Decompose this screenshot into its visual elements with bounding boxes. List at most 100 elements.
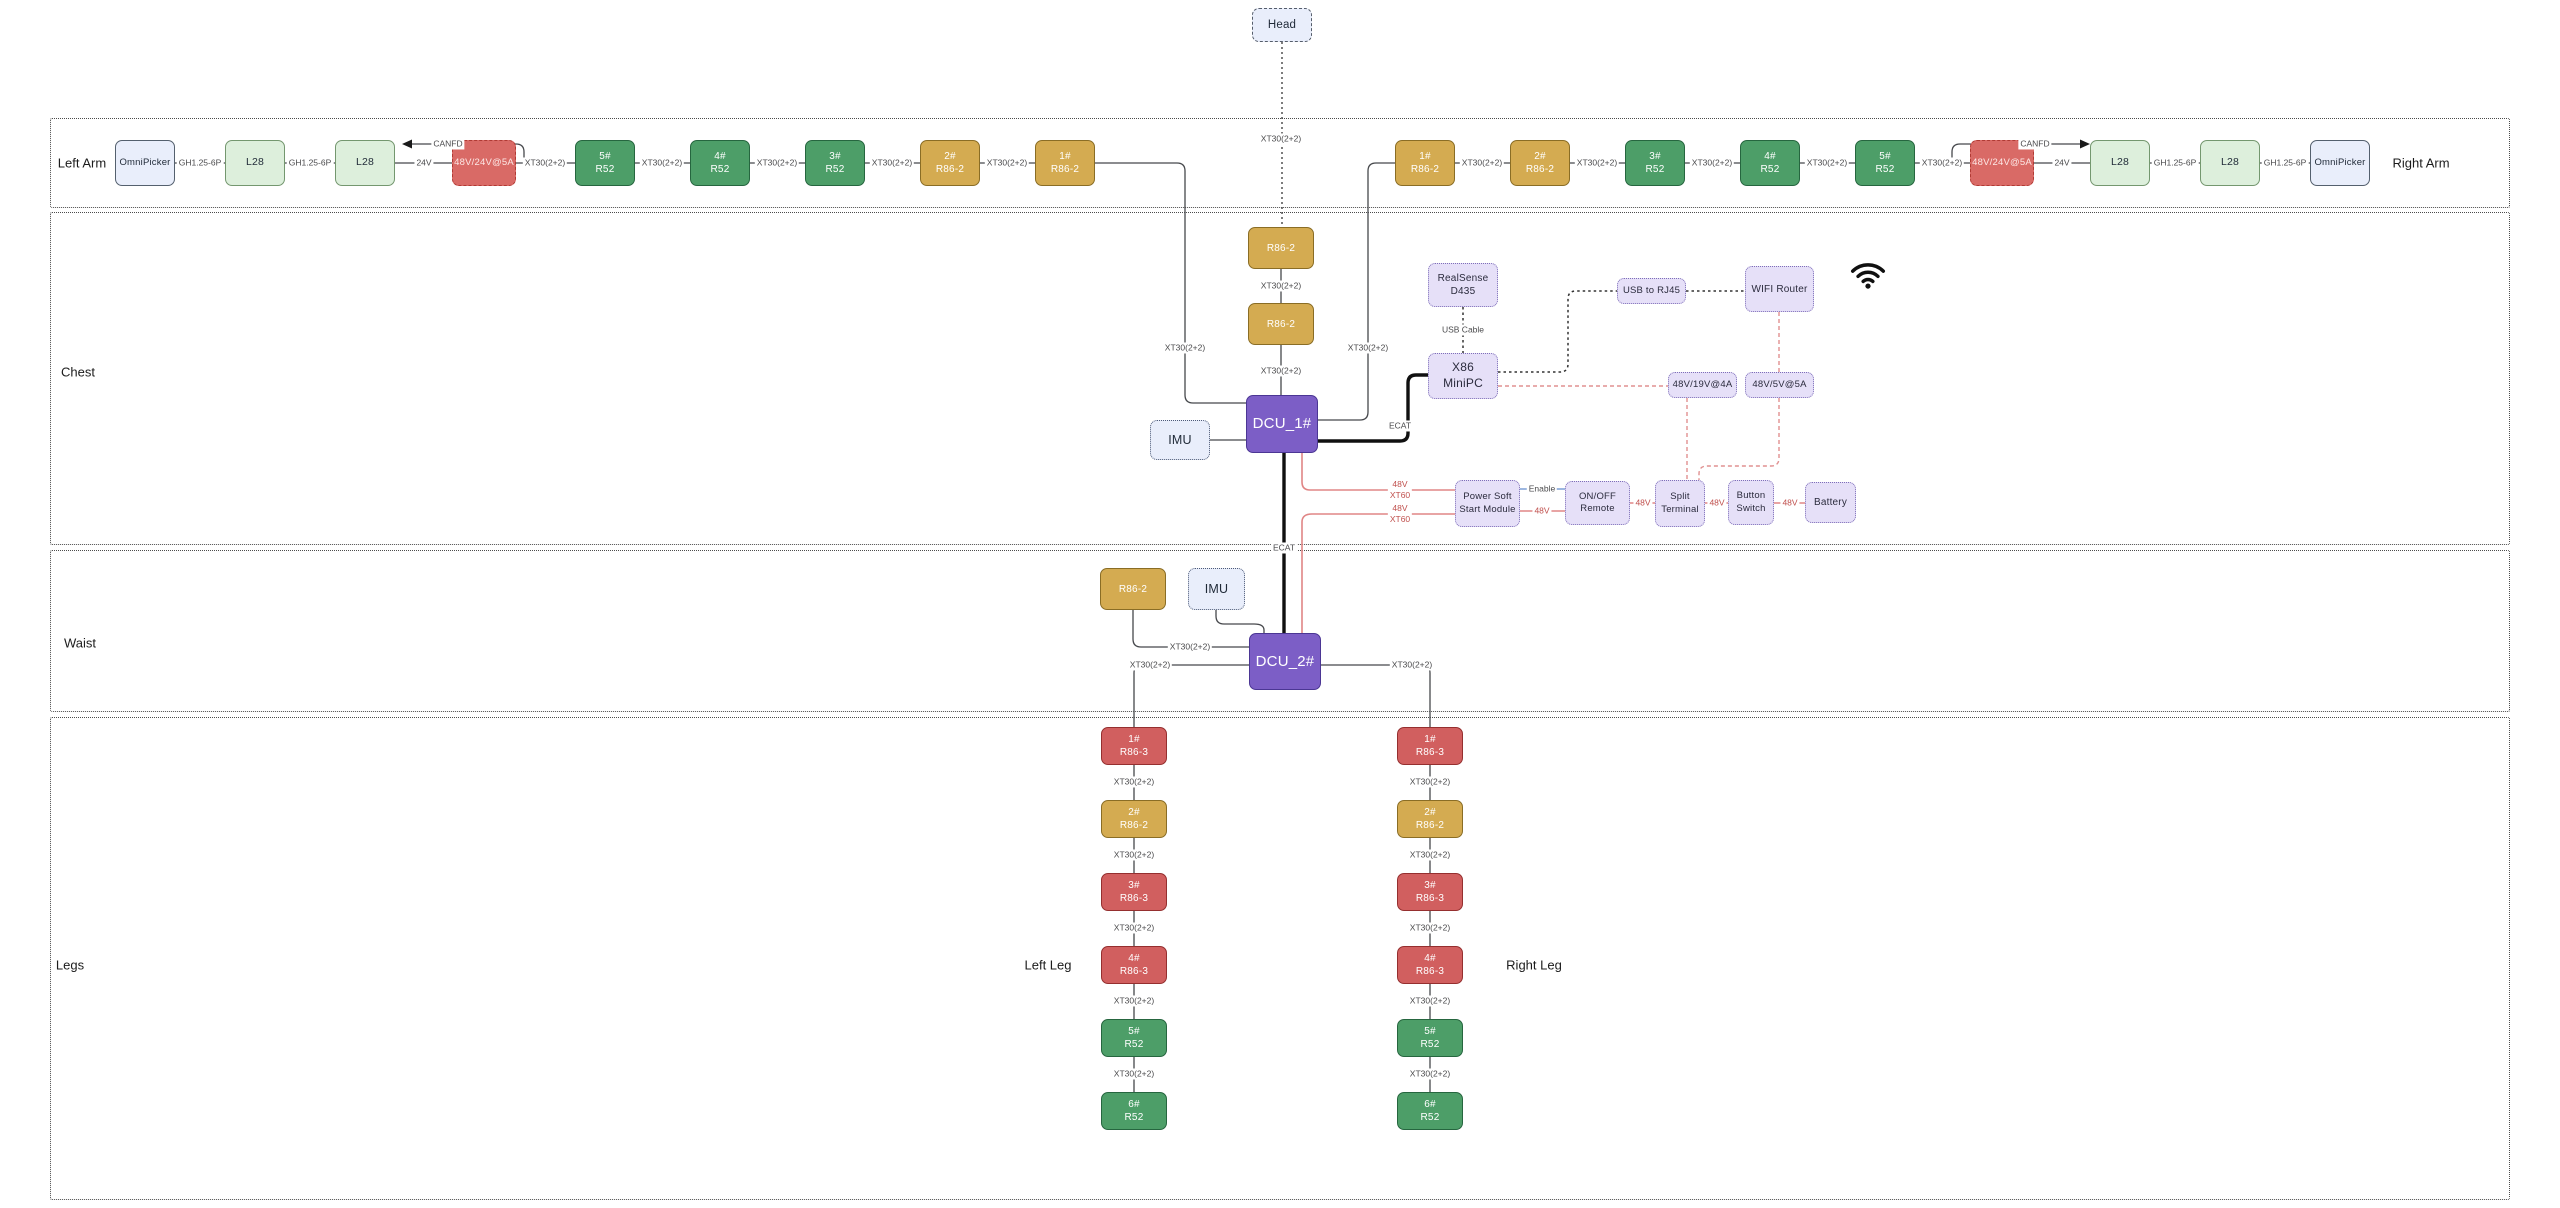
node-dcu1: DCU_1#	[1246, 395, 1318, 453]
label-left-arm: Left Arm	[57, 155, 107, 171]
node-label: 1# R86-3	[1119, 734, 1149, 758]
node-r52-l5: 5# R52	[575, 140, 635, 186]
node-label: IMU	[1168, 432, 1192, 447]
node-label: X86 MiniPC	[1443, 360, 1483, 390]
node-ll5: 5# R52	[1101, 1019, 1167, 1057]
node-btnswitch: Button Switch	[1728, 480, 1774, 525]
node-r86-c1: R86-2	[1248, 227, 1314, 269]
node-label: 6# R52	[1420, 1099, 1440, 1123]
edge-label-p1: 48V	[1532, 505, 1552, 517]
node-wifirouter: WIFI Router	[1745, 266, 1814, 312]
edge-label-a2: GH1.25-6P	[286, 157, 334, 169]
node-label: L28	[245, 156, 265, 169]
node-label: 48V/5V@5A	[1752, 378, 1807, 390]
node-label: Button Switch	[1736, 490, 1766, 514]
node-r86-l2: 2# R86-2	[920, 140, 980, 186]
node-r86-l1: 1# R86-2	[1035, 140, 1095, 186]
node-label: 4# R52	[710, 151, 730, 175]
node-usb2rj45: USB to RJ45	[1617, 278, 1686, 304]
edge-label-p2: 48V	[1633, 497, 1653, 509]
edge-label-rg5: XT30(2+2)	[1407, 1068, 1453, 1080]
node-label: L28	[355, 156, 375, 169]
edge-label-fl: XT30(2+2)	[1162, 342, 1208, 354]
edge-label-rb: 48V XT60	[1387, 502, 1413, 526]
node-rl4: 4# R86-3	[1397, 946, 1463, 984]
edge-label-a3: 24V	[414, 157, 434, 169]
node-label: DCU_1#	[1252, 415, 1312, 433]
node-label: 5# R52	[1420, 1026, 1440, 1050]
edge-label-canfdl: CANFD	[431, 138, 465, 150]
node-label: 48V/24V@5A	[454, 156, 514, 168]
canfd-right-arrow	[2080, 139, 2090, 149]
node-onoff: ON/OFF Remote	[1565, 481, 1630, 525]
node-label: OmniPicker	[2314, 156, 2366, 168]
edge-label-a7: XT30(2+2)	[869, 157, 915, 169]
edge-label-usbcable: USB Cable	[1439, 324, 1487, 336]
edge-power-red	[1301, 453, 1805, 633]
edge-label-b1: XT30(2+2)	[1459, 157, 1505, 169]
node-label: WIFI Router	[1751, 283, 1808, 295]
canfd-left-arrow	[402, 139, 412, 149]
node-r86-w: R86-2	[1100, 568, 1166, 610]
section-arms	[50, 118, 2510, 208]
node-realsense: RealSense D435	[1428, 263, 1498, 307]
node-omnipicker-r: OmniPicker	[2310, 140, 2370, 186]
edge-label-b8: GH1.25-6P	[2261, 157, 2309, 169]
node-r86-c2: R86-2	[1248, 303, 1314, 345]
node-label: 5# R52	[1875, 151, 1895, 175]
edge-label-p4: 48V	[1780, 497, 1800, 509]
node-l28-r1: L28	[2090, 140, 2150, 186]
edge-label-b2: XT30(2+2)	[1574, 157, 1620, 169]
node-label: 4# R52	[1760, 151, 1780, 175]
node-label: Split Terminal	[1661, 491, 1699, 515]
edge-label-w3: XT30(2+2)	[1389, 659, 1435, 671]
edge-power-red-dashed	[1498, 312, 1780, 480]
node-r52-r3: 3# R52	[1625, 140, 1685, 186]
node-label: 1# R86-2	[1050, 151, 1080, 175]
node-label: 2# R86-2	[1119, 807, 1149, 831]
node-label: 3# R52	[1645, 151, 1665, 175]
node-label: DCU_2#	[1255, 652, 1315, 670]
node-omnipicker-l: OmniPicker	[115, 140, 175, 186]
node-rl5: 5# R52	[1397, 1019, 1463, 1057]
node-ll3: 3# R86-3	[1101, 873, 1167, 911]
edge-label-enable: Enable	[1526, 483, 1558, 495]
node-rl3: 3# R86-3	[1397, 873, 1463, 911]
label-right-arm: Right Arm	[2392, 155, 2450, 171]
edge-label-ecat2: ECAT	[1270, 542, 1298, 554]
edge-label-a1: GH1.25-6P	[176, 157, 224, 169]
wifi-icon	[1850, 263, 1886, 289]
edge-data-dotted	[1462, 290, 1745, 373]
edge-label-rg3: XT30(2+2)	[1407, 922, 1453, 934]
node-r52-r4: 4# R52	[1740, 140, 1800, 186]
edge-label-b5: XT30(2+2)	[1919, 157, 1965, 169]
edge-label-lg2: XT30(2+2)	[1111, 849, 1157, 861]
label-left-leg: Left Leg	[1024, 957, 1072, 973]
node-label: 2# R86-2	[935, 151, 965, 175]
node-label: L28	[2220, 156, 2240, 169]
node-l28-l2: L28	[335, 140, 395, 186]
node-label: Battery	[1813, 497, 1848, 508]
node-r86-r1: 1# R86-2	[1395, 140, 1455, 186]
node-label: 48V/24V@5A	[1972, 156, 2032, 168]
node-label: 4# R86-3	[1119, 953, 1149, 977]
edge-label-b6: 24V	[2052, 157, 2072, 169]
node-l28-l1: L28	[225, 140, 285, 186]
label-chest: Chest	[61, 364, 95, 380]
node-label: 3# R86-3	[1415, 880, 1445, 904]
edge-label-lg5: XT30(2+2)	[1111, 1068, 1157, 1080]
node-label: Head	[1267, 18, 1297, 31]
edge-label-a8: XT30(2+2)	[984, 157, 1030, 169]
edge-label-a6: XT30(2+2)	[754, 157, 800, 169]
node-label: ON/OFF Remote	[1578, 490, 1617, 514]
node-conv19: 48V/19V@4A	[1668, 372, 1737, 398]
edge-thin-connectors	[175, 143, 2310, 1092]
node-head: Head	[1252, 8, 1312, 42]
node-label: 2# R86-2	[1525, 151, 1555, 175]
node-r86-r2: 2# R86-2	[1510, 140, 1570, 186]
node-ll2: 2# R86-2	[1101, 800, 1167, 838]
label-right-leg: Right Leg	[1506, 957, 1562, 973]
node-r52-r5: 5# R52	[1855, 140, 1915, 186]
label-legs: Legs	[55, 957, 85, 973]
